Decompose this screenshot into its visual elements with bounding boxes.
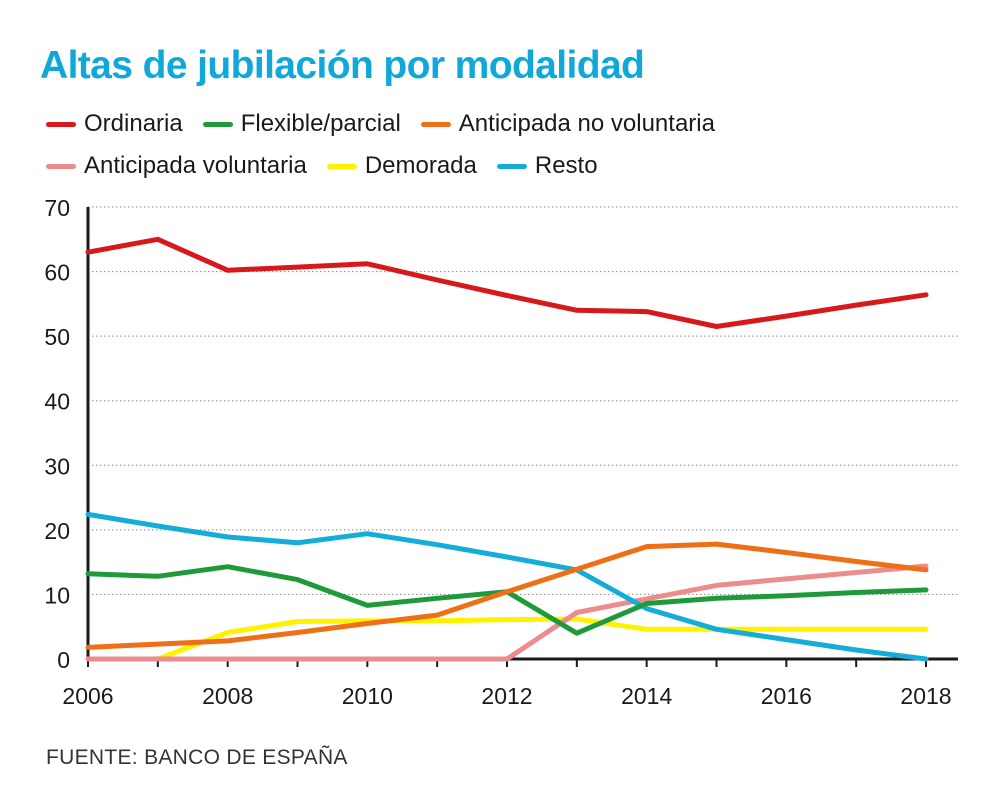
x-tick-label-2018: 2018 [900,683,951,709]
series-line-demorada [85,616,929,662]
x-tick-label-2010: 2010 [342,683,393,709]
legend-item-flexible-parcial: Flexible/parcial [202,110,401,138]
legend-label-flexible-parcial: Flexible/parcial [240,110,401,137]
legend-swatch-resto [496,163,527,169]
y-tick-label-20: 20 [44,518,70,544]
legend-item-anticipada-no-voluntaria: Anticipada no voluntaria [420,110,715,138]
legend-row-2: Anticipada voluntaria Demorada Resto [46,152,618,180]
legend-label-resto: Resto [534,152,598,179]
legend-swatch-ordinaria [46,121,76,127]
x-tick-label-2016: 2016 [761,683,812,709]
series-line-anticipada-no-voluntaria [85,541,929,650]
x-tick-label-2008: 2008 [202,683,253,709]
legend-swatch-anticipada-no-voluntaria [420,121,451,127]
x-tick-label-2014: 2014 [621,683,672,709]
y-tick-label-70: 70 [44,195,70,221]
y-tick-label-40: 40 [44,389,70,415]
series-line-resto [85,511,929,662]
source-note: FUENTE: BANCO DE ESPAÑA [46,746,348,769]
legend-label-anticipada-no-voluntaria: Anticipada no voluntaria [458,110,715,137]
legend-item-demorada: Demorada [326,152,477,180]
chart-title: Altas de jubilación por modalidad [40,44,645,87]
legend-swatch-demorada [326,163,357,169]
y-tick-label-0: 0 [57,647,70,673]
series-line-ordinaria [85,236,929,329]
x-tick-label-2006: 2006 [62,683,113,709]
legend-label-anticipada-voluntaria: Anticipada voluntaria [84,152,307,179]
legend-item-anticipada-voluntaria: Anticipada voluntaria [46,152,307,180]
y-tick-label-50: 50 [44,324,70,350]
legend-label-ordinaria: Ordinaria [84,110,183,137]
legend-swatch-flexible-parcial [202,121,233,127]
legend-item-resto: Resto [496,152,598,180]
legend-item-ordinaria: Ordinaria [46,110,183,138]
y-tick-label-30: 30 [44,453,70,479]
y-tick-label-60: 60 [44,260,70,286]
series-line-anticipada-voluntaria [85,563,929,662]
legend-row-1: Ordinaria Flexible/parcial Anticipada no… [46,110,735,138]
x-tick-label-2012: 2012 [481,683,532,709]
legend-label-demorada: Demorada [364,152,477,179]
y-tick-label-10: 10 [44,582,70,608]
legend-swatch-anticipada-voluntaria [46,163,76,169]
